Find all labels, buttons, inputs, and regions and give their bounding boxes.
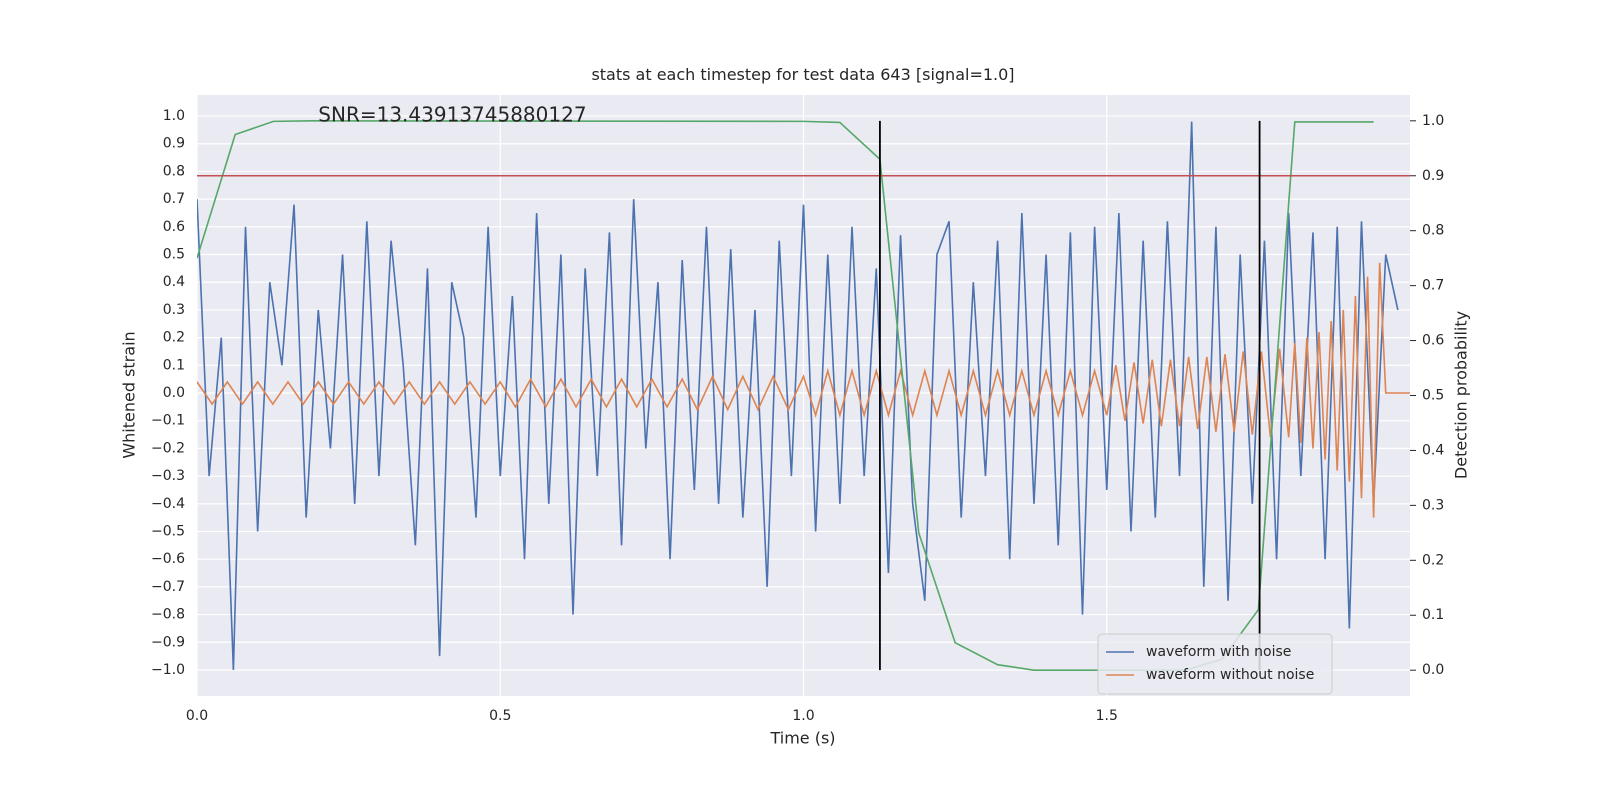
legend-label: waveform with noise: [1146, 644, 1291, 660]
y-tick-label: 0.8: [163, 163, 185, 179]
y-tick-label: −0.5: [151, 523, 185, 539]
y2-tick-label: 0.0: [1422, 662, 1444, 678]
y2-tick-label: 0.4: [1422, 442, 1444, 458]
y-axis-label: Whitened strain: [120, 331, 139, 458]
y2-tick-label: 0.8: [1422, 223, 1444, 239]
y2-tick-label: 0.1: [1422, 607, 1444, 623]
y2-tick-label: 0.3: [1422, 497, 1444, 513]
x-tick-label: 0.5: [489, 708, 511, 724]
legend-box: [1097, 633, 1333, 695]
y-tick-label: 0.6: [163, 219, 185, 235]
y-tick-label: −0.6: [151, 551, 185, 567]
y-tick-label: 0.7: [163, 191, 185, 207]
annotation: SNR=13.43913745880127: [318, 103, 586, 127]
y-tick-label: −0.4: [151, 496, 185, 512]
y-tick-label: 0.0: [163, 385, 185, 401]
x-tick-label: 0.0: [186, 708, 208, 724]
y-tick-label: 0.3: [163, 302, 185, 318]
y-tick-label: 0.2: [163, 330, 185, 346]
y-tick-label: −0.3: [151, 468, 185, 484]
y-tick-label: −0.1: [151, 413, 185, 429]
y2-tick-label: 0.7: [1422, 278, 1444, 294]
y-tick-label: −0.9: [151, 634, 185, 650]
y2-tick-label: 0.5: [1422, 388, 1444, 404]
y-tick-label: 0.4: [163, 274, 185, 290]
y-tick-label: −1.0: [151, 662, 185, 678]
chart-title: stats at each timestep for test data 643…: [591, 65, 1014, 84]
y-tick-label: −0.8: [151, 607, 185, 623]
y-tick-label: 0.1: [163, 357, 185, 373]
legend-label: waveform without noise: [1146, 667, 1314, 683]
y2-axis-label: Detection probability: [1452, 311, 1471, 479]
y2-tick-label: 0.2: [1422, 552, 1444, 568]
x-axis-label: Time (s): [769, 729, 835, 748]
y2-tick-label: 1.0: [1422, 113, 1444, 129]
y-tick-label: −0.2: [151, 440, 185, 456]
series-line: [197, 262, 1410, 518]
y-tick-label: 0.5: [163, 247, 185, 263]
y2-tick-label: 0.6: [1422, 333, 1444, 349]
y-tick-label: −0.7: [151, 579, 185, 595]
x-tick-label: 1.0: [792, 708, 814, 724]
y2-tick-label: 0.9: [1422, 168, 1444, 184]
series-line: [197, 121, 1399, 670]
x-tick-label: 1.5: [1096, 708, 1118, 724]
y-tick-label: 1.0: [163, 108, 185, 124]
y-tick-label: 0.9: [163, 136, 185, 152]
